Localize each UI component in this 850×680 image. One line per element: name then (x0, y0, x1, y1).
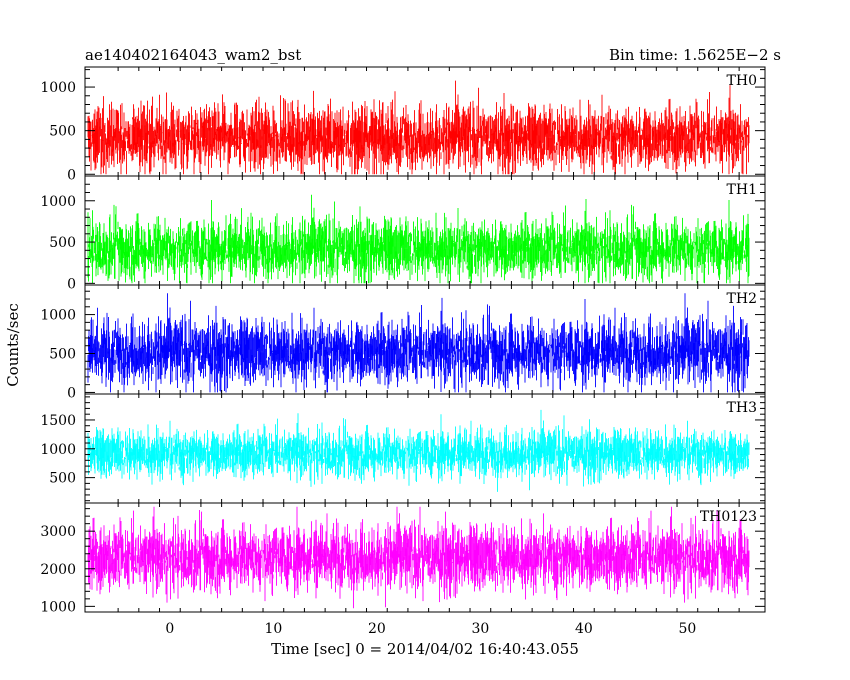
ytick-label: 500 (49, 347, 76, 363)
series-th0 (87, 80, 750, 175)
series-th1 (87, 194, 750, 284)
ytick-label: 0 (67, 276, 76, 292)
series-th0123 (87, 506, 750, 609)
ytick-label: 500 (49, 235, 76, 251)
panel-th2: TH2 0 500 1000 (40, 284, 766, 401)
xtick-label: 20 (368, 621, 386, 637)
ytick-label: 500 (49, 471, 76, 487)
ytick-label: 1000 (40, 80, 76, 96)
series-th2 (87, 293, 750, 393)
series-th3 (87, 409, 750, 492)
panel-label-th1: TH1 (727, 182, 757, 198)
panel-th1: TH1 0 500 1000 (40, 175, 766, 292)
y-axis-label: Counts/sec (4, 303, 22, 387)
ytick-label: 3000 (40, 524, 76, 540)
x-axis-ticks: 0 10 20 30 40 50 (165, 621, 696, 637)
panel-th3: TH3 500 1000 1500 (40, 393, 766, 504)
panel-th0: TH0 0 500 1000 (40, 66, 766, 183)
xtick-label: 40 (575, 621, 593, 637)
ytick-label: 1000 (40, 308, 76, 324)
chart-title-left: ae140402164043_wam2_bst (85, 46, 301, 64)
ytick-label: 0 (67, 167, 76, 183)
xtick-label: 0 (165, 621, 174, 637)
xtick-label: 50 (678, 621, 696, 637)
x-axis-label: Time [sec] 0 = 2014/04/02 16:40:43.055 (271, 640, 579, 658)
chart-panels: TH0 0 500 1000 TH1 0 500 1000 TH2 0 500 1000 TH3 500 1… (40, 66, 766, 615)
panel-label-th3: TH3 (727, 400, 757, 416)
chart-title-right: Bin time: 1.5625E−2 s (609, 46, 781, 64)
panel-label-th0: TH0 (727, 73, 757, 89)
panel-label-th2: TH2 (727, 291, 757, 307)
ytick-label: 1500 (40, 413, 76, 429)
xtick-label: 10 (264, 621, 282, 637)
ytick-label: 500 (49, 124, 76, 140)
xtick-label: 30 (471, 621, 489, 637)
panel-th0123: TH0123 1000 2000 3000 (40, 502, 766, 615)
ytick-label: 1000 (40, 442, 76, 458)
panel-frame-th0123 (84, 502, 766, 613)
ytick-label: 1000 (40, 194, 76, 210)
ytick-label: 2000 (40, 562, 76, 578)
ytick-label: 0 (67, 385, 76, 401)
panel-label-th0123: TH0123 (700, 509, 757, 525)
ytick-label: 1000 (40, 599, 76, 615)
